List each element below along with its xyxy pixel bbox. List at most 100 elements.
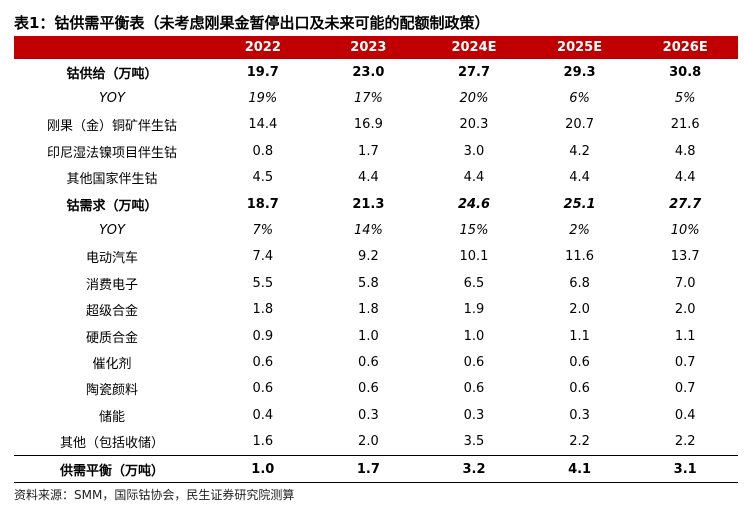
header-cell: 2023	[315, 36, 422, 59]
value-cell: 14.4	[248, 117, 278, 133]
row-label: YOY	[99, 223, 125, 239]
value-cell: 27.7	[669, 196, 702, 212]
header-cell: 2025E	[526, 36, 633, 59]
value-cell: 2.2	[674, 434, 696, 450]
value-cell: 4.4	[674, 170, 696, 186]
table-row: 其他国家伴生钴 4.5 4.4 4.4 4.4 4.4	[14, 165, 738, 191]
value-cell: 11.6	[565, 249, 595, 265]
value-cell: 6.5	[463, 275, 485, 291]
table-row: 消费电子 5.5 5.8 6.5 6.8 7.0	[14, 270, 738, 296]
value-cell: 4.8	[674, 143, 696, 159]
value-cell: 3.1	[632, 454, 738, 484]
value-cell: 1.0	[463, 328, 485, 344]
value-cell: 0.3	[569, 407, 590, 423]
table-row: 刚果（金）铜矿伴生钴 14.4 16.9 20.3 20.7 21.6	[14, 112, 738, 138]
table-row: 催化剂 0.6 0.6 0.6 0.6 0.7	[14, 349, 738, 375]
source-note: 资料来源：SMM，国际钴协会，民生证券研究院测算	[14, 488, 295, 502]
value-cell: 7.4	[252, 249, 274, 265]
value-cell: 19%	[248, 91, 278, 107]
value-cell: 6.8	[569, 275, 590, 291]
value-cell: 0.6	[252, 354, 274, 370]
table-row: 供需平衡（万吨） 1.0 1.7 3.2 4.1 3.1	[14, 454, 738, 484]
value-cell: 5%	[674, 91, 696, 107]
table-row: 陶瓷颜料 0.6 0.6 0.6 0.6 0.7	[14, 376, 738, 402]
value-cell: 0.6	[252, 381, 274, 397]
value-cell: 4.4	[358, 170, 379, 186]
value-cell: 4.2	[569, 143, 590, 159]
header-row: 2022 2023 2024E 2025E 2026E	[14, 36, 738, 59]
value-cell: 4.5	[252, 170, 274, 186]
table-row: 硬质合金 0.9 1.0 1.0 1.1 1.1	[14, 323, 738, 349]
value-cell: 14%	[353, 223, 383, 239]
value-cell: 6%	[569, 91, 590, 107]
value-cell: 15%	[459, 223, 489, 239]
value-cell: 2.0	[674, 302, 696, 318]
value-cell: 17%	[353, 91, 383, 107]
value-cell: 29.3	[563, 64, 596, 80]
value-cell: 10.1	[459, 249, 489, 265]
row-label: 钴供给（万吨）	[66, 66, 158, 82]
table-row: 电动汽车 7.4 9.2 10.1 11.6 13.7	[14, 244, 738, 270]
value-cell: 4.4	[569, 170, 590, 186]
table-title: 表1：钴供需平衡表（未考虑刚果金暂停出口及未来可能的配额制政策）	[14, 14, 490, 32]
value-cell: 30.8	[669, 64, 702, 80]
table-row: 储能 0.4 0.3 0.3 0.3 0.4	[14, 402, 738, 428]
value-cell: 0.9	[252, 328, 274, 344]
row-label: 其他（包括收储）	[59, 436, 164, 452]
value-cell: 0.3	[463, 407, 485, 423]
value-cell: 0.6	[463, 381, 485, 397]
value-cell: 1.8	[252, 302, 274, 318]
value-cell: 2%	[569, 223, 590, 239]
value-cell: 23.0	[352, 64, 385, 80]
value-cell: 1.8	[358, 302, 379, 318]
value-cell: 0.4	[674, 407, 696, 423]
row-label: YOY	[99, 91, 125, 107]
value-cell: 1.6	[252, 434, 274, 450]
value-cell: 4.4	[463, 170, 485, 186]
value-cell: 0.6	[569, 354, 590, 370]
value-cell: 7.0	[674, 275, 696, 291]
row-label: 催化剂	[92, 356, 132, 372]
balance-table: 2022 2023 2024E 2025E 2026E 钴供给（万吨） 19.7 23.0 2…	[14, 36, 738, 484]
table-row: 超级合金 1.8 1.8 1.9 2.0 2.0	[14, 297, 738, 323]
header-cell: 2022	[210, 36, 316, 59]
value-cell: 20.3	[459, 117, 489, 133]
table-row: YOY 7% 14% 15% 2% 10%	[14, 217, 738, 243]
value-cell: 0.7	[674, 381, 696, 397]
header-corner	[14, 36, 210, 59]
value-cell: 1.1	[569, 328, 590, 344]
header-cell: 2026E	[632, 36, 738, 59]
row-label: 储能	[98, 409, 125, 425]
row-label: 钴需求（万吨）	[66, 198, 158, 214]
value-cell: 0.4	[252, 407, 274, 423]
value-cell: 3.0	[463, 143, 485, 159]
row-label: 超级合金	[85, 304, 138, 320]
value-cell: 13.7	[670, 249, 700, 265]
value-cell: 19.7	[246, 64, 279, 80]
table-row: 钴需求（万吨） 18.7 21.3 24.6 25.1 27.7	[14, 191, 738, 217]
value-cell: 2.0	[358, 434, 379, 450]
row-label: 其他国家伴生钴	[66, 172, 158, 188]
value-cell: 0.7	[674, 354, 696, 370]
row-label: 供需平衡（万吨）	[14, 454, 210, 484]
value-cell: 0.3	[358, 407, 379, 423]
value-cell: 2.0	[569, 302, 590, 318]
header-cell: 2024E	[421, 36, 527, 59]
table-row: 钴供给（万吨） 19.7 23.0 27.7 29.3 30.8	[14, 59, 738, 85]
value-cell: 18.7	[246, 196, 279, 212]
value-cell: 1.7	[315, 454, 422, 484]
table-row: 其他（包括收储） 1.6 2.0 3.5 2.2 2.2	[14, 428, 738, 455]
value-cell: 0.8	[252, 143, 274, 159]
value-cell: 5.8	[358, 275, 379, 291]
row-label: 陶瓷颜料	[85, 383, 138, 399]
value-cell: 0.6	[463, 354, 485, 370]
value-cell: 0.6	[569, 381, 590, 397]
value-cell: 27.7	[457, 64, 491, 80]
value-cell: 20.7	[565, 117, 595, 133]
value-cell: 5.5	[252, 275, 274, 291]
value-cell: 4.1	[526, 454, 633, 484]
row-label: 消费电子	[85, 277, 138, 293]
value-cell: 16.9	[353, 117, 383, 133]
value-cell: 0.6	[358, 354, 379, 370]
